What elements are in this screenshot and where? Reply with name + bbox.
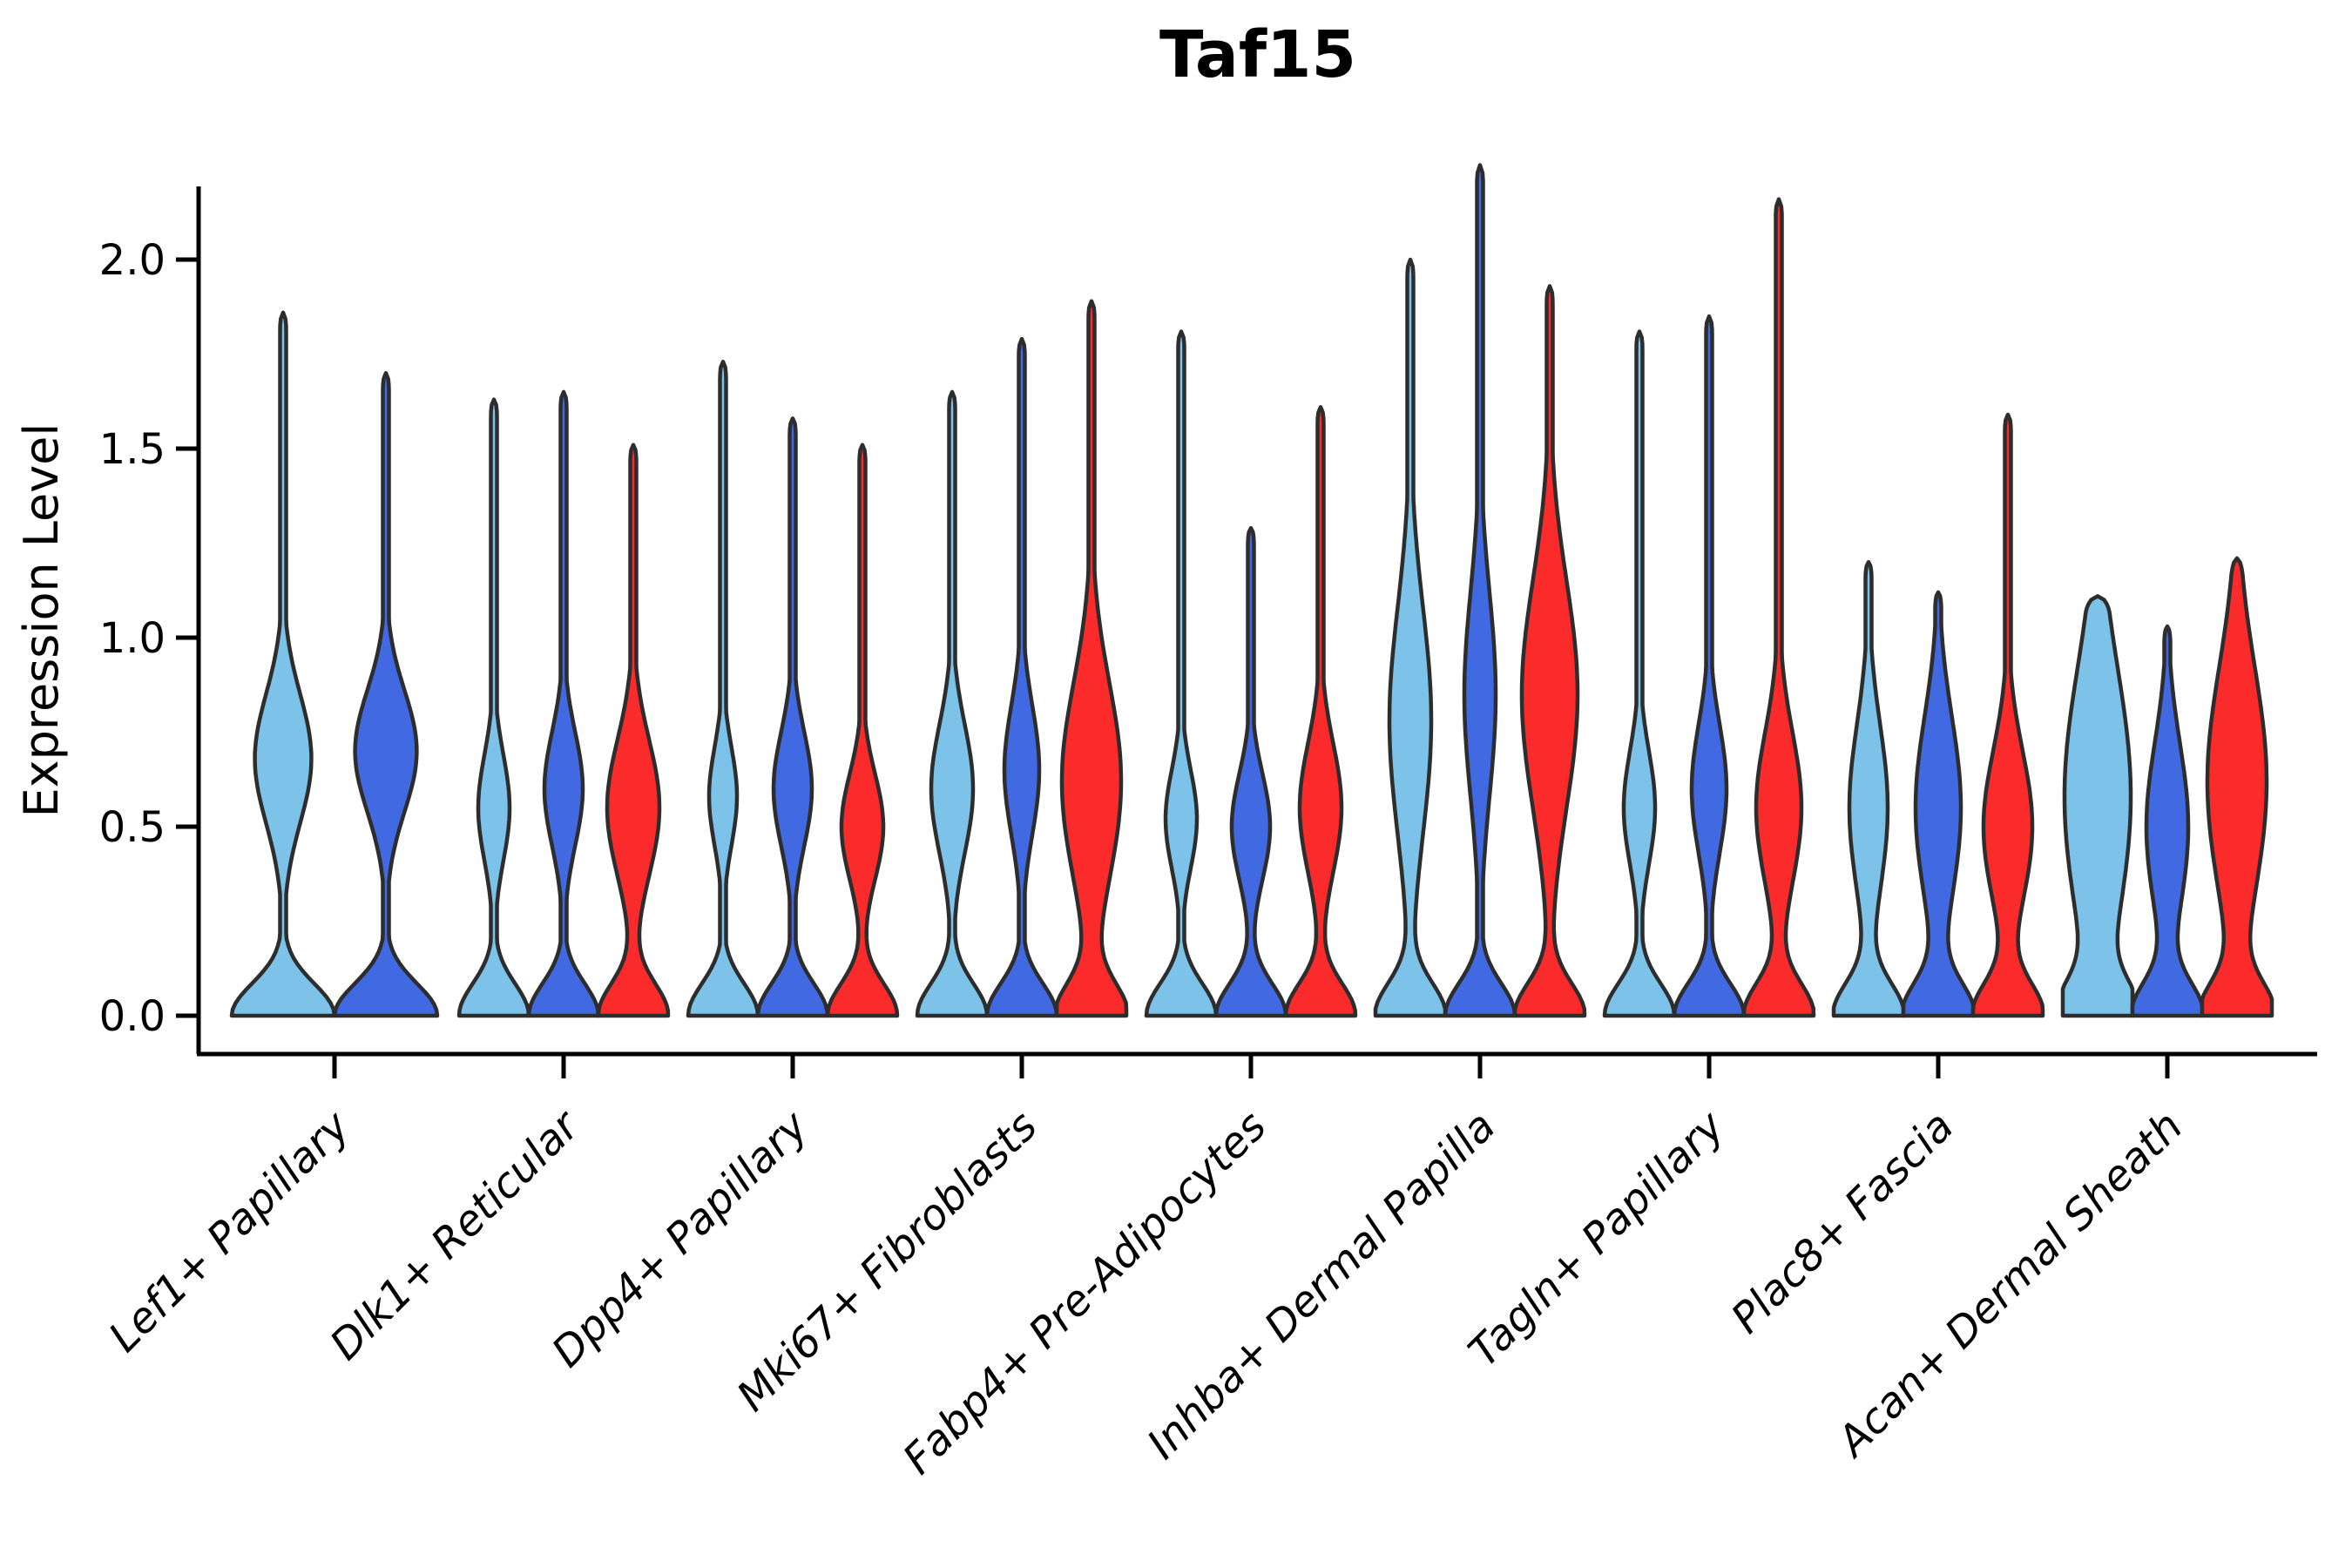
y-axis-label: Expression Level: [14, 423, 69, 818]
violin-inhba-dermal-papilla-red: [1512, 284, 1587, 1018]
violin-tagln-papillary-royalblue: [1672, 314, 1747, 1018]
violin-acan-dermal-sheath-royalblue: [2130, 624, 2205, 1018]
violin-acan-dermal-sheath-red: [2200, 556, 2274, 1018]
violin-tagln-papillary-red: [1741, 197, 1816, 1018]
violin-dlk1-reticular-red: [596, 443, 671, 1018]
axes: [196, 186, 2317, 1057]
violin-dpp4-papillary-royalblue: [755, 416, 830, 1018]
violin-inhba-dermal-papilla-skyblue: [1373, 257, 1448, 1018]
y-tick-labels: 0.0 0.5 1.0 1.5 2.0: [99, 236, 199, 1041]
chart-title: Taf15: [1159, 17, 1356, 92]
violin-fabp4-pre-adipocytes-skyblue: [1144, 329, 1219, 1018]
violin-acan-dermal-sheath-skyblue: [2060, 594, 2135, 1018]
y-tick-label: 2.0: [99, 236, 166, 285]
x-tick-label: Fabp4+ Pre-Adipocytes: [894, 1102, 1276, 1484]
x-tick-label: Dpp4+ Papillary: [543, 1101, 818, 1376]
violins-group: [229, 163, 2274, 1018]
violin-lef1-papillary-royalblue: [332, 370, 440, 1018]
x-tick-label: Dlk1+ Reticular: [321, 1100, 591, 1370]
x-tick-label: Lef1+ Papillary: [99, 1101, 360, 1362]
violin-plac8-fascia-skyblue: [1831, 559, 1906, 1018]
violin-lef1-papillary-skyblue: [229, 310, 337, 1018]
violin-dpp4-papillary-red: [825, 443, 900, 1018]
violin-dpp4-papillary-skyblue: [686, 359, 760, 1018]
violin-plac8-fascia-royalblue: [1901, 590, 1976, 1018]
y-tick-label: 0.5: [99, 803, 166, 852]
violin-mki67-fibroblasts-red: [1054, 299, 1129, 1018]
violin-mki67-fibroblasts-royalblue: [984, 336, 1059, 1018]
violin-dlk1-reticular-skyblue: [456, 397, 531, 1018]
violin-dlk1-reticular-royalblue: [526, 389, 601, 1018]
x-tick-label: Tagln+ Papillary: [1459, 1101, 1734, 1376]
violin-fabp4-pre-adipocytes-red: [1283, 405, 1358, 1018]
y-tick-label: 1.0: [99, 614, 166, 663]
x-tick-label: Plac8+ Fascia: [1722, 1102, 1963, 1343]
violin-fabp4-pre-adipocytes-royalblue: [1213, 525, 1288, 1018]
violin-inhba-dermal-papilla-royalblue: [1443, 163, 1517, 1018]
violin-tagln-papillary-skyblue: [1602, 329, 1677, 1018]
violin-mki67-fibroblasts-skyblue: [915, 389, 990, 1018]
y-tick-label: 0.0: [99, 992, 166, 1041]
violin-plac8-fascia-red: [1970, 412, 2045, 1018]
y-tick-label: 1.5: [99, 425, 166, 474]
